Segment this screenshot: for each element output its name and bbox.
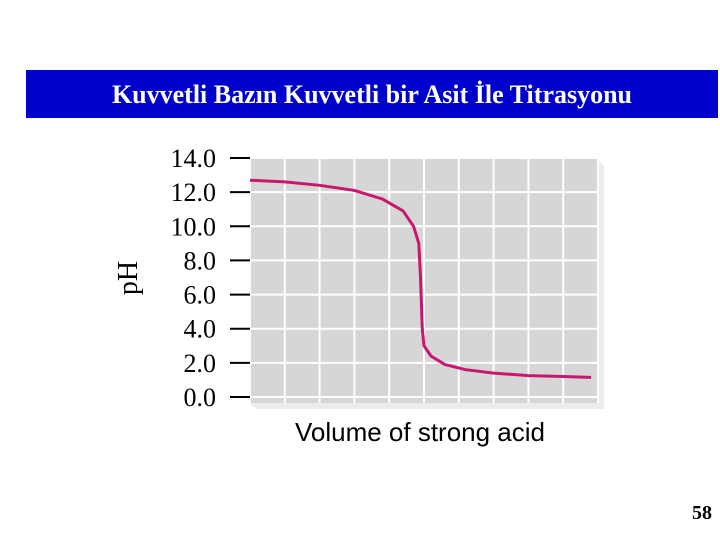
slide-title: Kuvvetli Bazın Kuvvetli bir Asit İle Tit… <box>112 80 632 109</box>
y-tick-label: 14.0 <box>171 144 217 173</box>
data-line <box>249 178 592 379</box>
y-tick-label: 4.0 <box>184 315 217 344</box>
y-axis-label: pH <box>113 261 144 295</box>
y-tick-label: 12.0 <box>171 178 217 207</box>
y-tick-label: 8.0 <box>184 246 217 275</box>
y-tick-label: 10.0 <box>171 212 217 241</box>
y-tick-label: 0.0 <box>184 383 217 412</box>
page-number: 58 <box>692 502 712 524</box>
title-box <box>26 70 718 118</box>
y-tick-label: 2.0 <box>184 349 217 378</box>
x-axis-label: Volume of strong acid <box>295 417 545 447</box>
plot <box>249 157 599 403</box>
y-tick-label: 6.0 <box>184 281 217 310</box>
